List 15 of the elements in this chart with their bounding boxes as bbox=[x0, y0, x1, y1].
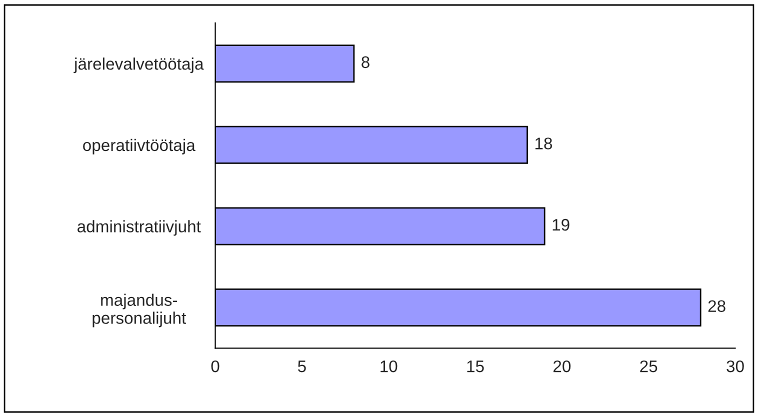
y-tick-label: operatiivtöötaja bbox=[83, 138, 196, 154]
x-tick-label: 15 bbox=[467, 360, 484, 372]
y-tick-label: administratiivjuht bbox=[78, 220, 201, 236]
x-tick-label: 5 bbox=[298, 360, 306, 372]
x-tick-label: 25 bbox=[640, 360, 658, 372]
data-label: 19 bbox=[552, 218, 570, 231]
x-tick-label: 30 bbox=[726, 360, 744, 372]
x-tick-label: 0 bbox=[211, 360, 220, 372]
data-label: 28 bbox=[708, 300, 726, 312]
x-tick-label: 20 bbox=[554, 360, 571, 372]
data-label: 18 bbox=[535, 138, 552, 150]
y-tick-label: majandus- personalijuht bbox=[92, 294, 186, 328]
y-tick-label: järelevalvetöötaja bbox=[74, 58, 204, 74]
x-tick-label: 10 bbox=[380, 360, 398, 372]
data-label: 8 bbox=[362, 56, 370, 68]
